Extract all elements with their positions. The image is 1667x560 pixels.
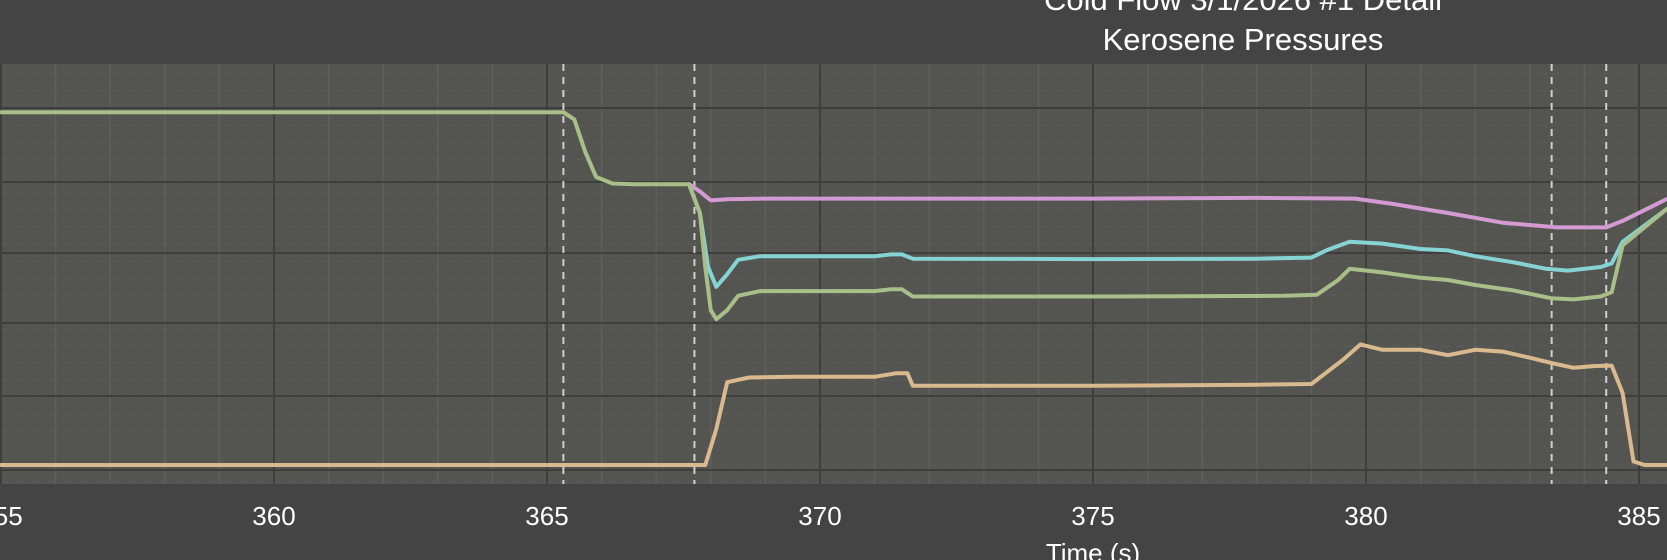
x-axis-label: Time (s)	[1046, 538, 1140, 560]
x-tick-label: 360	[252, 501, 295, 531]
series-line-4	[0, 342, 1667, 467]
chart-title: Cold Flow 3/1/2026 #1 Detail	[0, 0, 1667, 18]
plot-background	[0, 64, 1667, 484]
series-line-3	[0, 110, 1667, 322]
x-axis-ticks: 355 360 365 370 375 380 385	[0, 501, 1661, 531]
x-tick-label: 380	[1344, 501, 1387, 531]
series-line-2	[687, 182, 1667, 289]
x-tick-label: 355	[0, 501, 23, 531]
x-tick-label: 385	[1617, 501, 1660, 531]
x-tick-label: 370	[798, 501, 841, 531]
major-gridlines	[0, 64, 1667, 484]
chart-subtitle: Kerosene Pressures	[1102, 22, 1384, 57]
x-tick-label: 365	[525, 501, 568, 531]
event-markers	[562, 64, 1608, 484]
series-line-1	[687, 182, 1667, 230]
x-tick-label: 375	[1071, 501, 1114, 531]
series-layer	[0, 110, 1667, 467]
